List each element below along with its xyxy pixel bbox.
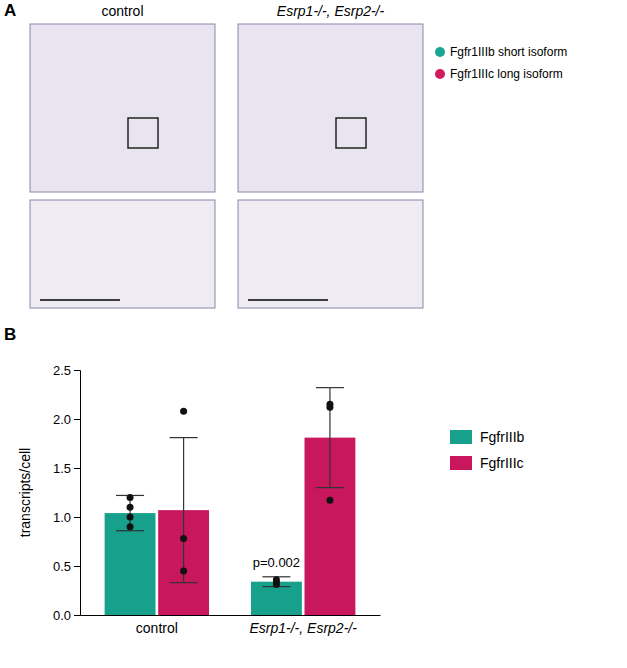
x-axis: control Esrp1-/-, Esrp2-/- (81, 615, 381, 636)
y-tick-mark (74, 615, 80, 616)
y-tick-label: 2.0 (53, 412, 71, 427)
data-point (180, 567, 187, 574)
legend-label: Fgfr1IIIc long isoform (450, 67, 563, 81)
x-tick-label: Esrp1-/-, Esrp2-/- (249, 620, 357, 636)
x-tick-label: control (136, 620, 178, 636)
error-bar-cap (170, 582, 198, 583)
legend-label: Fgfr1IIIb short isoform (450, 45, 567, 59)
data-point (326, 404, 333, 411)
error-bar-stem (183, 438, 184, 583)
bar (251, 582, 302, 615)
y-tick-label: 0.5 (53, 559, 71, 574)
micrograph (238, 24, 423, 192)
data-point (127, 494, 134, 501)
scale-bar (248, 299, 328, 301)
x-tick: Esrp1-/-, Esrp2-/- (249, 615, 357, 636)
y-tick-mark (74, 370, 80, 371)
data-point (127, 504, 134, 511)
panel-letter: B (4, 325, 16, 344)
data-point (180, 408, 187, 415)
bar (105, 513, 156, 615)
y-tick-mark (74, 419, 80, 420)
y-axis-title: transcripts/cell (17, 448, 33, 537)
x-tick: control (136, 615, 178, 636)
y-tick: 1.5 (53, 461, 80, 476)
error-bar-cap (316, 487, 344, 488)
y-tick: 1.0 (53, 510, 80, 525)
y-tick-mark (74, 517, 80, 518)
error-bar-cap (170, 437, 198, 438)
legend-label: FgfrIIIb (480, 429, 525, 445)
data-point (180, 535, 187, 542)
y-tick: 2.5 (53, 363, 80, 378)
y-axis: 0.0 0.5 1.0 1.5 2.0 2.5 (53, 363, 81, 623)
legend-swatch (450, 430, 472, 444)
legend-swatch (450, 456, 472, 470)
plot (105, 388, 356, 615)
legend-label: FgfrIIIc (480, 455, 524, 471)
y-tick: 0.5 (53, 559, 80, 574)
error-bar (316, 388, 344, 488)
y-tick-mark (74, 566, 80, 567)
panel-letter: A (4, 1, 16, 20)
data-point (326, 497, 333, 504)
y-tick-mark (74, 468, 80, 469)
error-bar (170, 438, 198, 583)
y-tick-label: 2.5 (53, 363, 71, 378)
legend-dot (435, 69, 445, 79)
figure: Acontrol Esrp1-/-, Esrp2-/- Fgfr1IIIb shor… (0, 0, 627, 668)
micrograph-inset (30, 200, 215, 308)
data-point (273, 581, 280, 588)
y-tick-label: 1.0 (53, 510, 71, 525)
legend-dot (435, 47, 445, 57)
data-point (127, 523, 134, 530)
y-tick-label: 0.0 (53, 608, 71, 623)
scale-bar (40, 299, 120, 301)
data-point (127, 514, 134, 521)
x-axis-line (81, 615, 381, 616)
y-tick: 2.0 (53, 412, 80, 427)
column-title: Esrp1-/-, Esrp2-/- (277, 3, 385, 19)
column-title: control (101, 3, 143, 19)
inset-box (128, 118, 158, 148)
y-tick: 0.0 (53, 608, 80, 623)
micrograph-inset (238, 200, 423, 308)
inset-box (336, 118, 366, 148)
y-tick-label: 1.5 (53, 461, 71, 476)
y-axis-line (74, 371, 81, 616)
annotation: p=0.002 (253, 555, 300, 570)
error-bar-cap (316, 387, 344, 388)
micrograph (30, 24, 215, 192)
